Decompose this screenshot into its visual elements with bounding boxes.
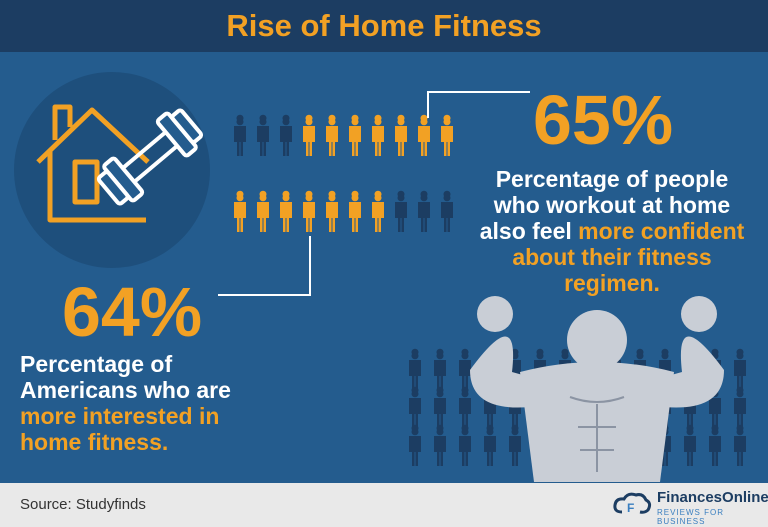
person-icon <box>409 348 421 390</box>
person-icon <box>434 424 446 466</box>
title: Rise of Home Fitness <box>0 0 768 52</box>
person-icon <box>395 114 407 156</box>
stat-value: 64% <box>62 273 203 351</box>
person-icon <box>234 190 246 232</box>
person-icon <box>409 424 421 466</box>
person-icon <box>459 424 471 466</box>
person-icon <box>326 190 338 232</box>
source: Source: Studyfinds <box>20 496 146 513</box>
description-highlight: more confident about their fitness regim… <box>512 218 745 296</box>
person-icon <box>709 386 721 428</box>
person-icon <box>684 424 696 466</box>
person-icon <box>418 190 430 232</box>
brand: FinancesOnline <box>657 489 768 506</box>
person-icon <box>709 424 721 466</box>
person-icon <box>734 424 746 466</box>
person-icon <box>434 348 446 390</box>
person-icon <box>509 424 521 466</box>
person-icon <box>441 190 453 232</box>
person-icon <box>441 114 453 156</box>
logo: F <box>613 492 652 515</box>
person-icon <box>459 386 471 428</box>
description-text: Percentage of Americans who are <box>20 351 231 403</box>
svg-text:F: F <box>627 501 634 515</box>
person-icon <box>326 114 338 156</box>
person-icon <box>234 114 246 156</box>
stat-description: Percentage of people who workout at home… <box>470 166 754 296</box>
person-icon <box>257 114 269 156</box>
person-icon <box>734 348 746 390</box>
person-icon <box>349 190 361 232</box>
person-icon <box>303 114 315 156</box>
person-icon <box>280 114 292 156</box>
stat-description: Percentage of Americans who are more int… <box>20 351 282 455</box>
person-icon <box>734 386 746 428</box>
person-icon <box>484 386 496 428</box>
person-icon <box>372 114 384 156</box>
person-icon <box>484 424 496 466</box>
description-text: Percentage of people who workout at home… <box>479 166 731 244</box>
stat-value: 65% <box>533 81 674 159</box>
footer: Source: Studyfinds F FinancesOnline REVI… <box>0 483 768 527</box>
person-icon <box>303 190 315 232</box>
tagline: REVIEWS FOR BUSINESS <box>657 508 725 526</box>
person-icon <box>257 190 269 232</box>
person-icon <box>459 348 471 390</box>
person-icon <box>684 386 696 428</box>
person-icon <box>280 190 292 232</box>
person-icon <box>395 190 407 232</box>
person-icon <box>349 114 361 156</box>
description-highlight: more interested in home fitness. <box>20 403 220 455</box>
person-icon <box>409 386 421 428</box>
person-icon <box>418 114 430 156</box>
person-icon <box>372 190 384 232</box>
person-icon <box>434 386 446 428</box>
illustration <box>14 72 746 482</box>
